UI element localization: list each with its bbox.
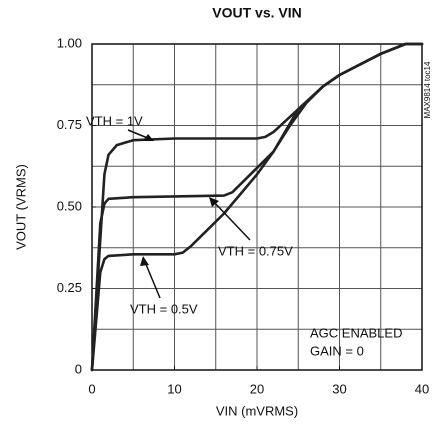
x-tick-label: 0: [88, 381, 95, 396]
curve: [90, 42, 424, 372]
y-axis-label: VOUT (VRMS): [13, 164, 28, 250]
arrowhead: [143, 134, 154, 141]
annotation: AGC ENABLED: [310, 325, 402, 340]
x-tick-label: 10: [167, 381, 181, 396]
y-tick-label: 1.00: [57, 35, 82, 50]
annotation: GAIN = 0: [310, 343, 364, 358]
x-tick-label: 30: [332, 381, 346, 396]
y-tick-label: 0.50: [57, 198, 82, 213]
annotation: VTH = 1V: [86, 113, 143, 128]
chart-title: VOUT vs. VIN: [212, 5, 301, 21]
arrowhead: [140, 256, 149, 266]
y-tick-label: 0.75: [57, 117, 82, 132]
x-tick-label: 20: [250, 381, 264, 396]
y-tick-label: 0: [75, 361, 82, 376]
arrowhead: [209, 197, 219, 207]
annotation: VTH = 0.5V: [130, 301, 198, 316]
x-axis-label: VIN (mVRMS): [216, 403, 298, 418]
y-tick-label: 0.25: [57, 280, 82, 295]
x-tick-label: 40: [415, 381, 429, 396]
annotation: VTH = 0.75V: [218, 243, 293, 258]
plot: 0 10 20 30 40 0 0.25 0.50 0.75 1.00: [57, 35, 430, 396]
arrow: [144, 261, 161, 299]
annotations: VTH = 1V VTH = 0.75V VTH = 0.5V AGC ENAB…: [86, 113, 402, 358]
arrow: [212, 200, 251, 241]
side-note: MAX9814 toc14: [423, 61, 432, 118]
